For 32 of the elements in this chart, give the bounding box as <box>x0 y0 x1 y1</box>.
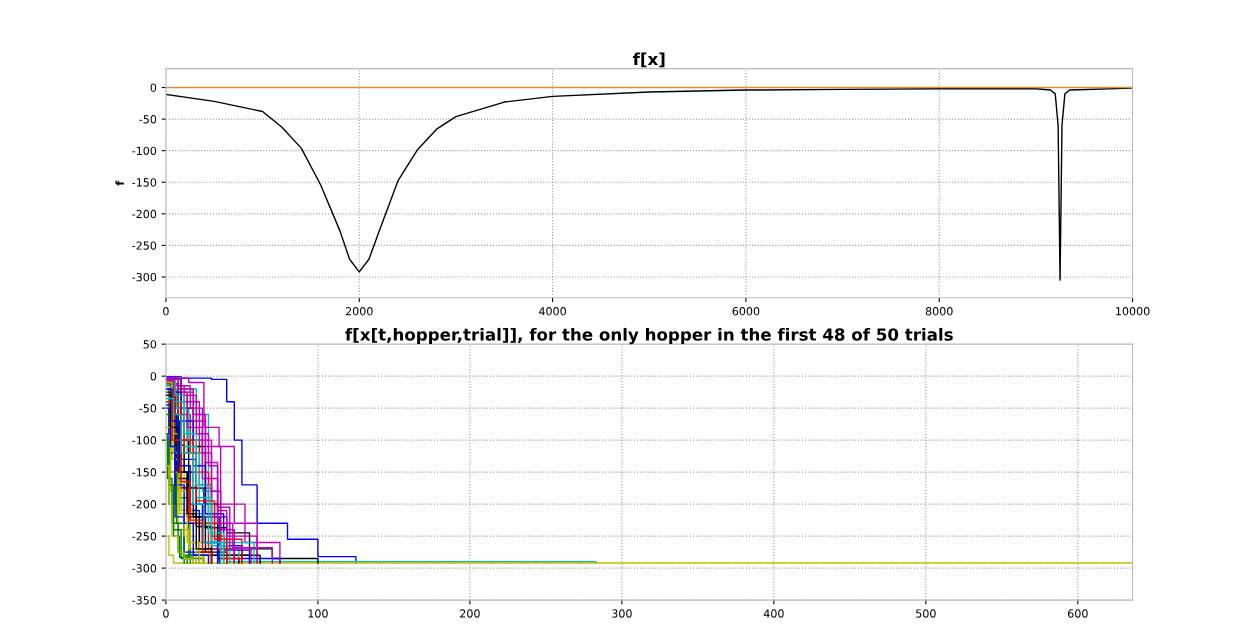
y-tick-label: -50 <box>139 404 157 413</box>
x-tick-label: 200 <box>460 609 480 618</box>
chart-title: f[x] <box>632 52 665 68</box>
y-tick-label: -100 <box>132 436 157 445</box>
y-axis-title: f <box>115 180 124 186</box>
x-tick-label: 8000 <box>925 307 953 316</box>
x-tick-label: 6000 <box>732 307 760 316</box>
y-tick-label: -200 <box>132 500 157 509</box>
y-tick-label: 0 <box>150 372 157 381</box>
y-tick-label: -200 <box>132 209 157 219</box>
y-tick-label: -300 <box>132 564 157 573</box>
x-tick-label: 0 <box>163 609 169 618</box>
y-tick-label: -50 <box>139 115 157 124</box>
y-tick-label: 0 <box>150 83 157 92</box>
y-tick-label: -250 <box>132 532 157 541</box>
x-tick-label: 400 <box>763 609 784 618</box>
y-tick-label: -350 <box>132 596 157 605</box>
y-tick-label: -300 <box>132 272 157 282</box>
y-tick-label: -150 <box>132 468 157 477</box>
x-tick-label: 10000 <box>1116 307 1150 316</box>
chart-title: f[x[t,hopper,trial]], for the only hopper in the first 48 of 50 trials <box>345 327 953 345</box>
y-tick-label: -100 <box>132 146 157 156</box>
x-tick-label: 500 <box>916 609 936 618</box>
x-tick-label: 300 <box>612 609 632 618</box>
x-tick-label: 600 <box>1068 609 1088 618</box>
x-tick-label: 100 <box>308 609 328 618</box>
y-tick-label: 50 <box>143 340 157 349</box>
x-tick-label: 0 <box>163 307 169 316</box>
x-tick-label: 2000 <box>345 307 373 316</box>
y-tick-label: -150 <box>132 178 157 187</box>
y-tick-label: -250 <box>132 241 157 250</box>
x-tick-label: 4000 <box>538 307 566 316</box>
